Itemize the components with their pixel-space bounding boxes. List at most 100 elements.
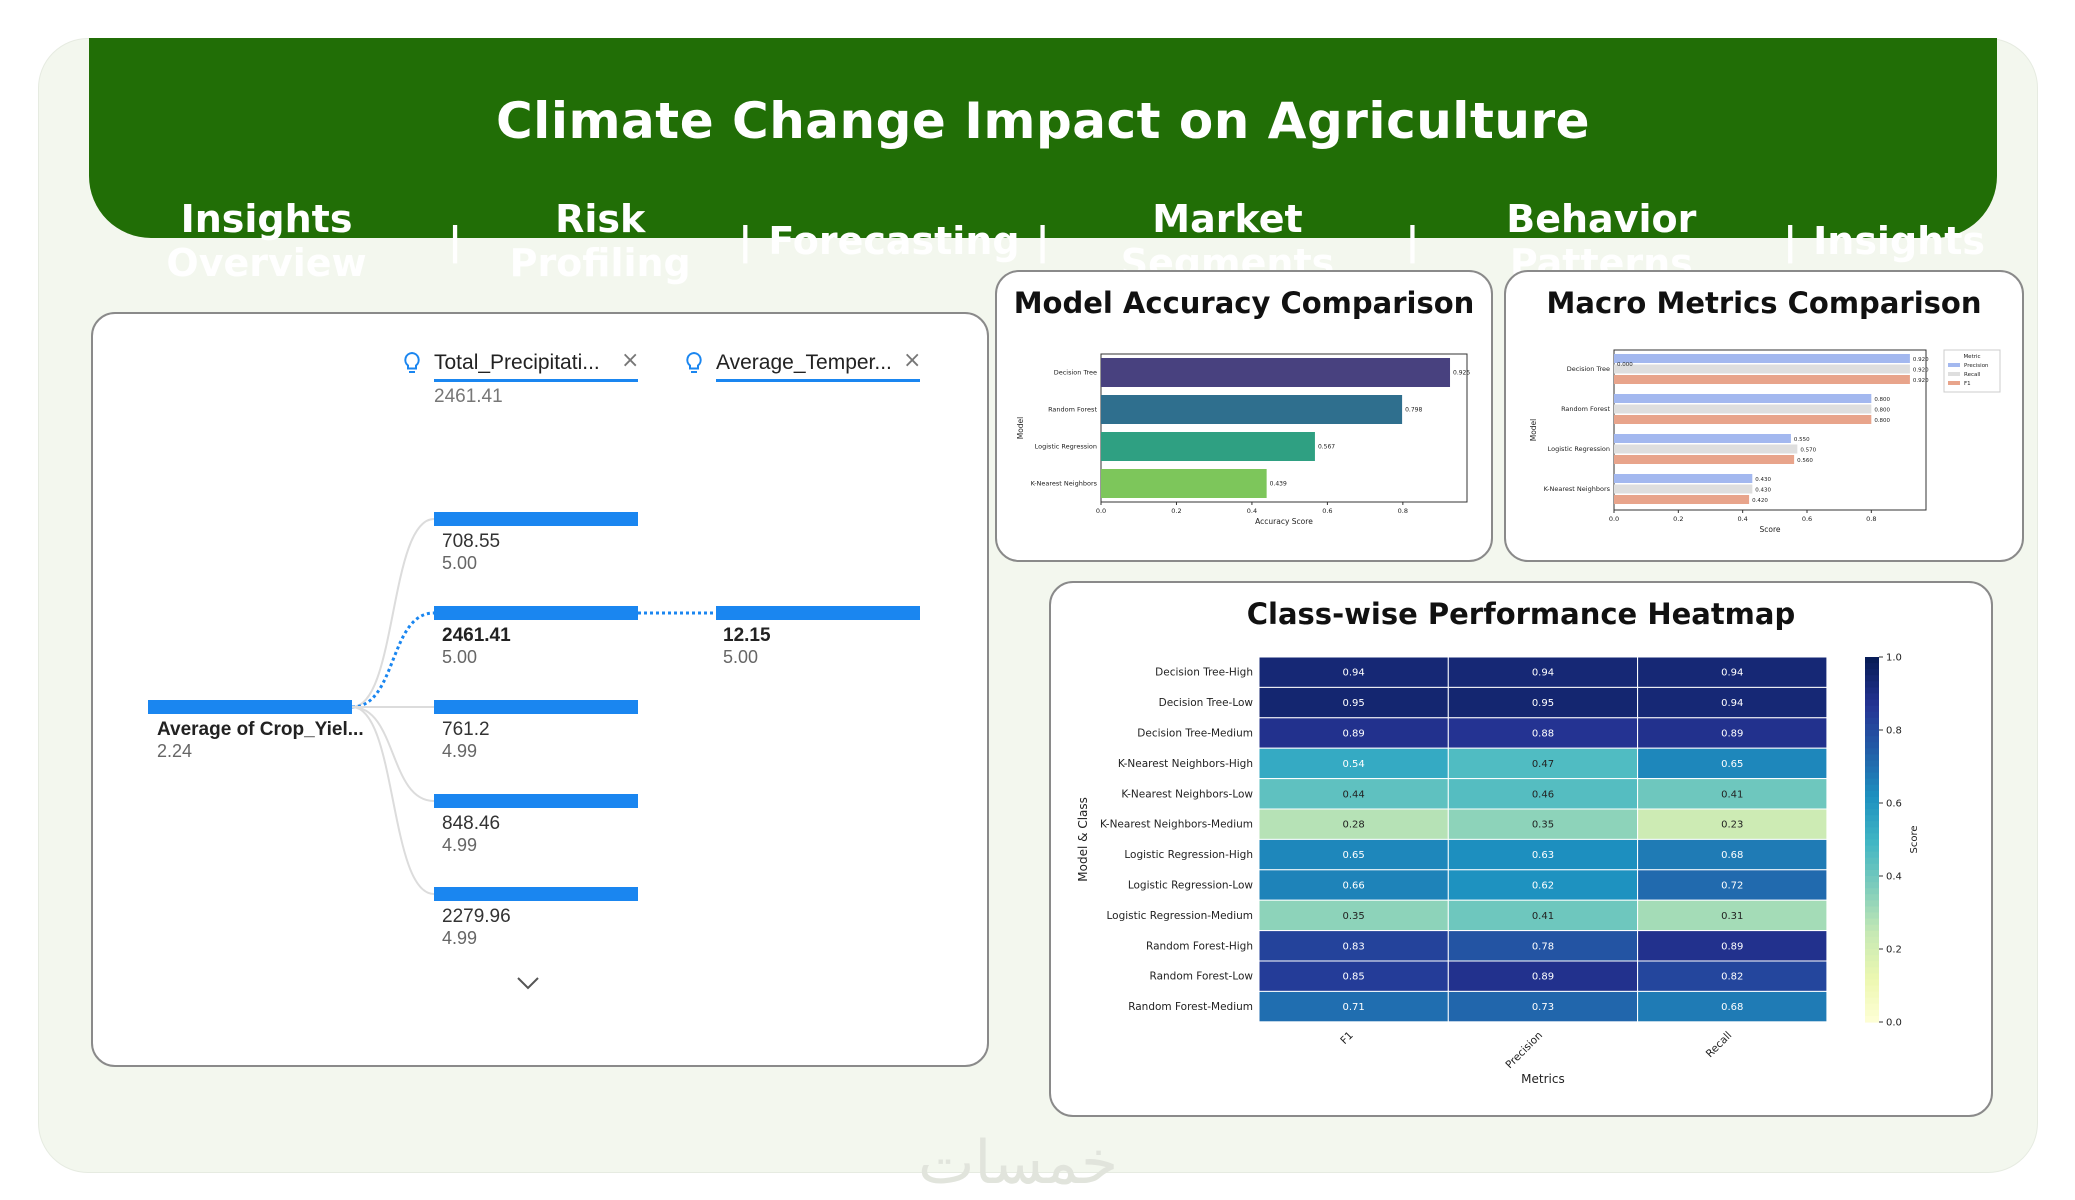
colorbar-segment [1865,918,1879,926]
colorbar-segment [1865,809,1879,816]
x-tick-label: 0.8 [1866,515,1876,523]
cell-label: 0.94 [1721,698,1743,709]
x-tick-label: 0.4 [1247,507,1257,515]
bar [1614,455,1795,464]
macro-chart: 0.920 0.920 0.920 Decision Tree 0.800 0.800 0.… [1529,349,2001,534]
field-average-temperature[interactable]: Average_Temper... [716,351,892,374]
bar [1614,354,1910,363]
heatmap-cell [1637,747,1828,780]
tree-connector [351,518,435,708]
cell-label: 0.68 [1721,850,1743,861]
colorbar-segment [1865,839,1879,847]
data-label: 0.800 [1874,397,1890,403]
row-label: Decision Tree-Low [1159,697,1254,709]
colorbar-tick-label: 0.2 [1886,945,1902,956]
colorbar-segment [1865,669,1879,676]
cell-label: 0.95 [1343,698,1365,709]
colorbar-segment [1865,924,1879,932]
bar [1101,469,1267,498]
x-tick-label: 0.0 [1096,507,1106,515]
cell-label: 0.35 [1532,820,1554,831]
nav-separator: | [1405,219,1420,263]
decomposition-tree: Total_Precipitati... × 2461.41 Average_T… [91,312,989,1067]
colorbar-segment [1865,730,1879,737]
bar [1614,394,1872,403]
colorbar-segment [1865,991,1879,999]
heatmap-card: Class-wise Performance Heatmap 0.94 0.94 0… [1049,581,1993,1117]
tree-node-bar[interactable] [434,794,638,808]
nav-item-insights-overview[interactable]: Insights Overview [166,197,367,285]
heatmap-cell [1637,990,1828,1023]
tree-connector [351,706,435,802]
root-value: 2.24 [157,741,193,761]
legend-swatch [1948,363,1960,367]
tree-node-sub: 4.99 [442,928,478,948]
colorbar-segment [1865,821,1879,828]
legend-title: Metric [1963,354,1980,360]
cell-label: 0.46 [1532,789,1554,800]
tree-node-sub: 4.99 [442,835,478,855]
heatmap-cell [1258,869,1449,901]
colorbar-segment [1865,699,1879,707]
heatmap-cell [1258,838,1449,871]
x-tick-label: 0.8 [1398,507,1408,515]
colorbar-segment [1865,973,1879,981]
bar [1614,404,1872,414]
close-icon[interactable]: × [903,348,922,373]
heatmap-cell [1447,686,1639,719]
plot-frame [1100,353,1468,503]
heatmap-cell [1447,778,1639,810]
nav-item-risk-profiling[interactable]: Risk Profiling [509,197,691,285]
category-label: Random Forest [1048,406,1097,414]
heatmap-cell [1447,930,1639,962]
heatmap-cell [1447,869,1639,901]
cell-label: 0.23 [1721,820,1743,831]
nav-separator: | [448,219,462,263]
tree-node-bar[interactable] [434,606,638,620]
colorbar-tick-label: 1.0 [1886,653,1902,664]
tree-node-bar[interactable] [434,512,638,526]
tree-node-bar[interactable] [434,887,638,901]
field-total-precipitation[interactable]: Total_Precipitati... [434,351,600,374]
cell-label: 0.44 [1343,789,1365,800]
watermark-logo: خمسات [918,1128,1119,1198]
header-banner: Climate Change Impact on Agriculture Ins… [89,38,1997,285]
root-bar[interactable] [148,700,352,714]
colorbar-segment [1865,851,1879,859]
heatmap-cell [1447,960,1639,992]
data-label: 0.430 [1755,488,1771,494]
cell-label: 0.88 [1532,729,1554,740]
tree-connector [351,611,435,709]
colorbar-tick-label: 0.0 [1886,1018,1902,1029]
category-label: K-Nearest Neighbors [1031,480,1098,488]
x-axis-label: Score [1759,525,1780,534]
row-label: Random Forest-Medium [1128,1001,1253,1013]
colorbar-segment [1865,693,1879,701]
cell-label: 0.95 [1532,698,1554,709]
y-axis-label: Model & Class [1076,797,1090,882]
colorbar-segment [1865,882,1879,889]
bar [1614,415,1872,424]
heatmap-cell [1637,808,1828,840]
nav-separator: | [1783,219,1798,263]
heatmap-cell [1637,778,1828,810]
nav-separator: | [738,219,753,263]
cell-label: 0.94 [1532,668,1554,679]
close-icon[interactable]: × [621,348,640,373]
cell-label: 0.47 [1532,759,1554,770]
field-underline [434,379,638,382]
chevron-down-icon[interactable] [516,976,540,990]
level2-bar[interactable] [716,606,920,620]
bar [1614,484,1753,494]
bar [1614,474,1753,483]
colorbar-segment [1865,723,1879,731]
colorbar-segment [1865,955,1879,962]
nav-item-forecasting[interactable]: Forecasting [768,219,1020,263]
nav-item-insights[interactable]: Insights [1813,219,1985,263]
colorbar-segment [1865,827,1879,835]
column-label: Recall [1704,1029,1735,1060]
tree-node-bar[interactable] [434,700,638,714]
legend-label: Recall [1964,372,1981,378]
legend-label: F1 [1964,381,1971,387]
legend-swatch [1948,372,1960,376]
